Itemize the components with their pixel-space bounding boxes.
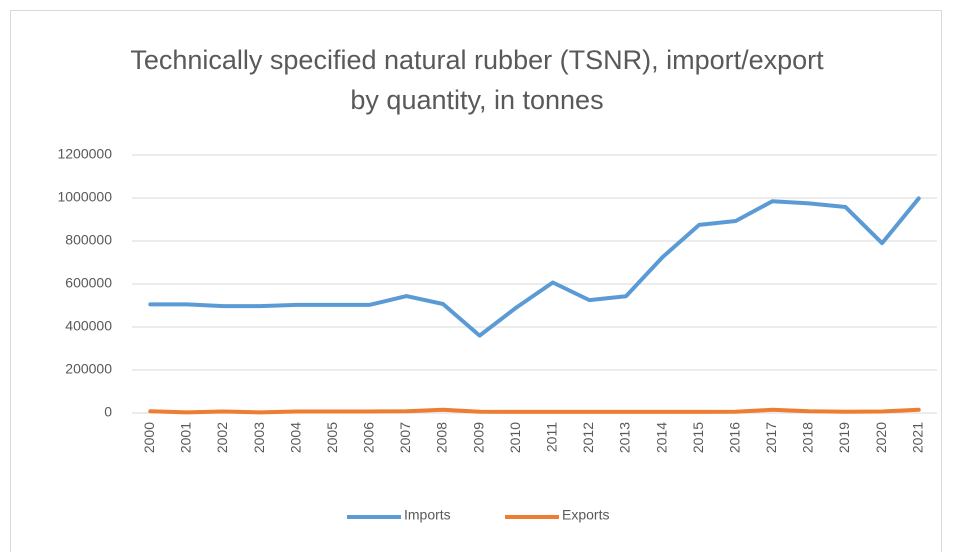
data-line — [148, 407, 921, 415]
x-tick-label: 2005 — [324, 422, 340, 453]
x-tick-label: 2000 — [141, 422, 157, 453]
x-tick-label: 2021 — [909, 422, 925, 453]
x-tick-label: 2003 — [251, 422, 267, 453]
x-tick-label: 2020 — [873, 422, 889, 453]
x-tick-label: 2012 — [580, 422, 596, 453]
x-tick-label: 2004 — [287, 422, 303, 453]
x-tick-label: 2018 — [800, 422, 816, 453]
y-tick-label: 200000 — [65, 361, 112, 377]
x-tick-label: 2009 — [470, 422, 486, 453]
legend-label: Exports — [562, 507, 609, 523]
y-tick-label: 800000 — [65, 232, 112, 248]
x-tick-label: 2006 — [361, 422, 377, 453]
data-line — [148, 196, 921, 338]
x-tick-label: 2001 — [178, 422, 194, 453]
x-tick-label: 2002 — [214, 422, 230, 453]
x-tick-label: 2007 — [397, 422, 413, 453]
x-tick-label: 2008 — [434, 422, 450, 453]
chart-frame — [10, 10, 942, 552]
x-tick-label: 2017 — [763, 422, 779, 453]
y-tick-label: 1000000 — [57, 189, 112, 205]
x-tick-label: 2014 — [653, 422, 669, 453]
chart-title: Technically specified natural rubber (TS… — [130, 45, 824, 115]
x-tick-label: 2016 — [726, 422, 742, 453]
x-tick-label: 2011 — [543, 422, 559, 452]
legend-label: Imports — [404, 507, 451, 523]
x-tick-label: 2010 — [507, 422, 523, 453]
x-tick-label: 2019 — [836, 422, 852, 453]
x-tick-label: 2013 — [617, 422, 633, 453]
x-tick-label: 2015 — [690, 422, 706, 453]
y-tick-label: 600000 — [65, 275, 112, 291]
y-tick-label: 0 — [104, 404, 112, 420]
y-tick-label: 400000 — [65, 318, 112, 334]
y-tick-label: 1200000 — [57, 146, 112, 162]
